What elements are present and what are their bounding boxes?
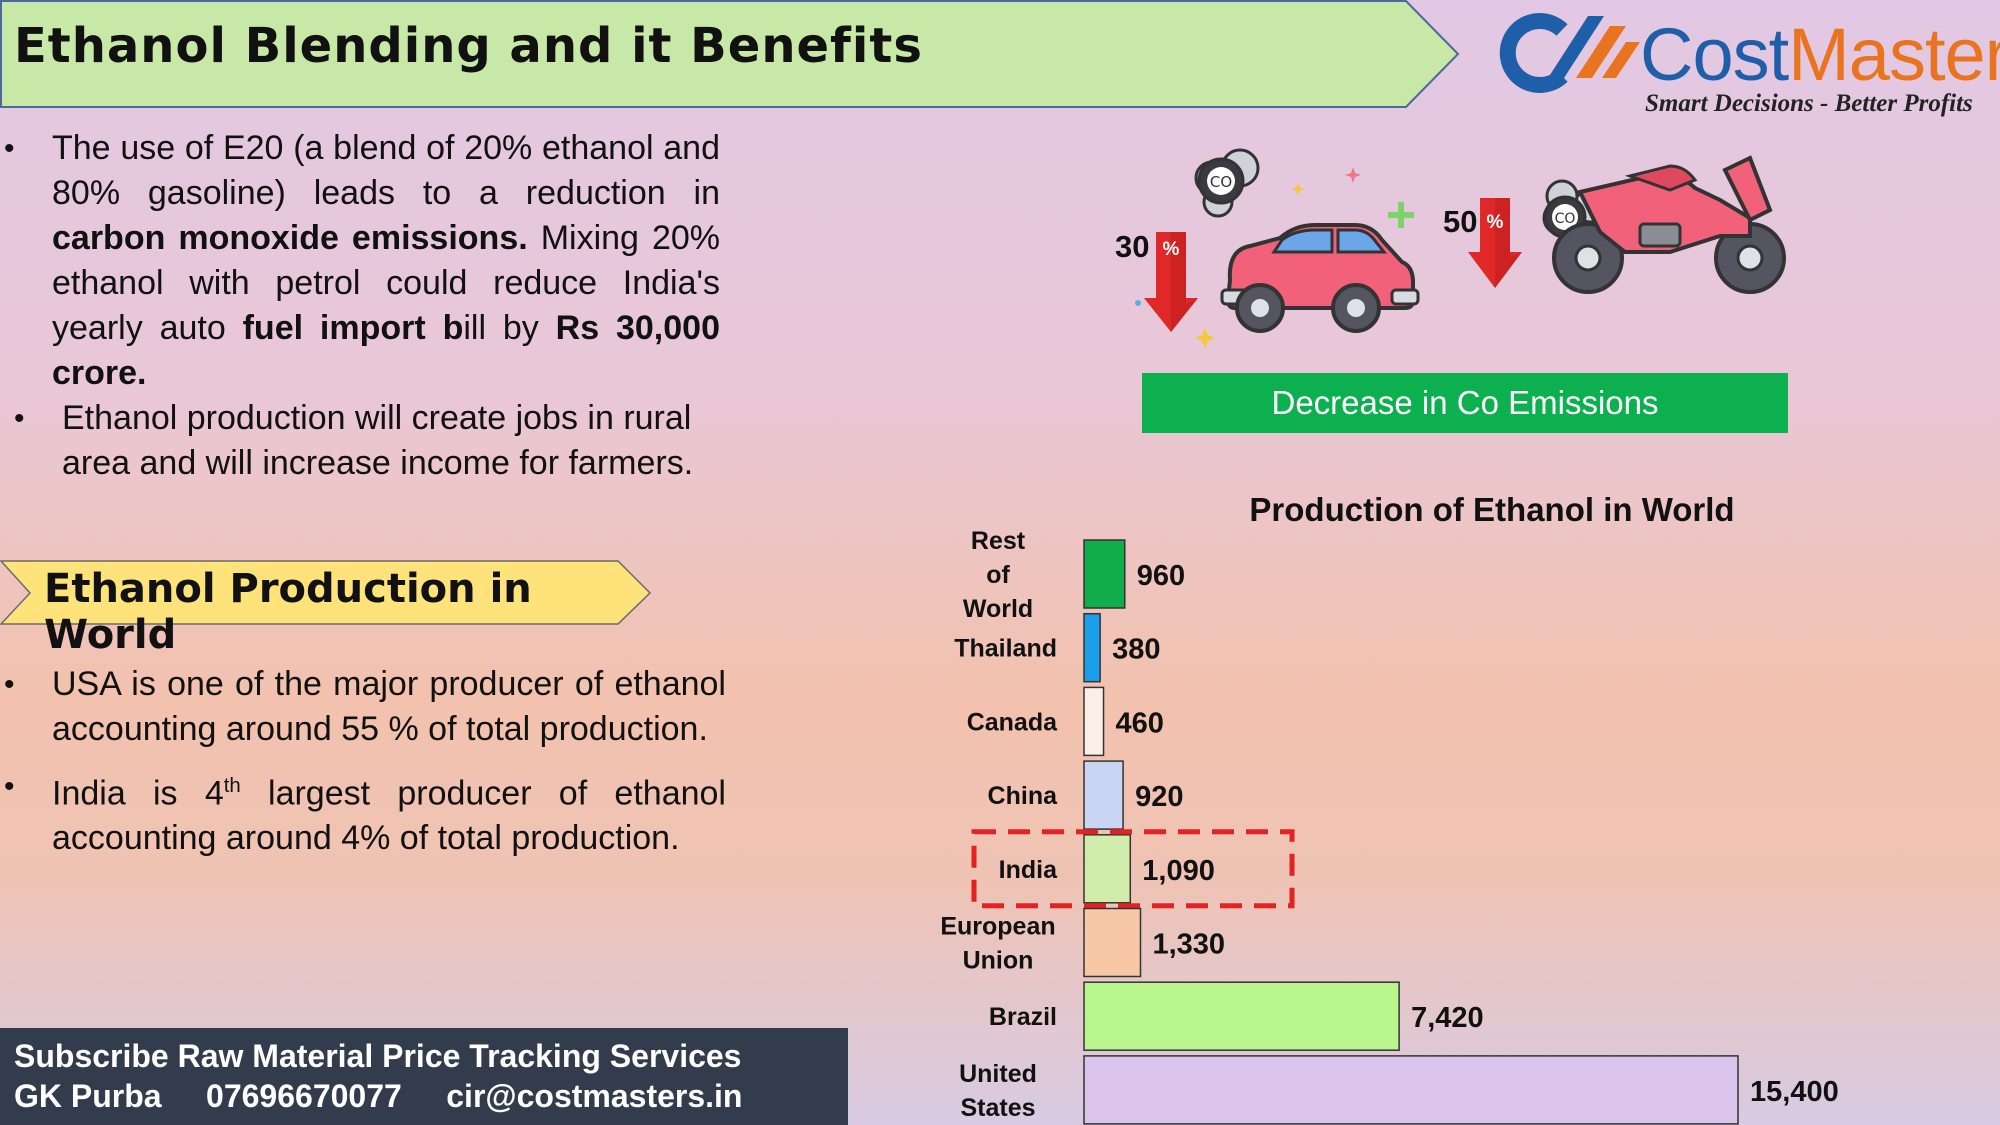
section-banner: Ethanol Production in World [0, 560, 660, 658]
production-bullet-2: • India is 4th largest producer of ethan… [0, 764, 726, 861]
benefit-bullet-2: • Ethanol production will create jobs in… [0, 396, 720, 486]
vehicles-illustration: CO % 30 % 50 CO [1115, 148, 1786, 348]
data-label-brazil: 7,420 [1411, 1002, 1484, 1034]
section-banner-shape [0, 560, 652, 625]
logo-name-part1: Cost [1640, 13, 1789, 96]
bar-european-union [1083, 907, 1142, 978]
motorbike-icon [1552, 155, 1786, 294]
benefits-list: • The use of E20 (a blend of 20% ethanol… [0, 126, 720, 486]
car-down-arrow-icon: % [1144, 232, 1198, 332]
costmasters-logo: CostMasters Smart Decisions - Better Pro… [1480, 8, 2000, 128]
bike-down-arrow-icon: % [1468, 198, 1522, 288]
car-icon [1220, 223, 1420, 333]
bike-reduction-value: 50 [1443, 204, 1477, 239]
title-banner-shape [0, 0, 1460, 108]
car-percent-symbol: % [1163, 239, 1180, 260]
category-label-european-union: European Union [940, 913, 1055, 975]
logo-name-part2: Masters [1788, 13, 2000, 96]
subscribe-footer: Subscribe Raw Material Price Tracking Se… [0, 1028, 848, 1125]
sparkle-icon [1135, 167, 1414, 348]
bullet-dot: • [4, 668, 15, 701]
logo-name: CostMasters [1640, 12, 2000, 97]
contact-email[interactable]: cir@costmasters.in [446, 1078, 743, 1114]
data-label-united-states: 15,400 [1750, 1076, 1839, 1108]
bullet-dot: • [14, 402, 25, 435]
production-text-1: USA is one of the major producer of etha… [52, 665, 726, 748]
production-list: • USA is one of the major producer of et… [0, 662, 726, 873]
contact-phone[interactable]: 07696670077 [206, 1078, 402, 1114]
decrease-emissions-banner: Decrease in Co Emissions [1142, 373, 1788, 433]
page-title: Ethanol Blending and it Benefits [14, 18, 923, 74]
data-label-india: 1,090 [1142, 855, 1215, 887]
ethanol-production-chart: Production of Ethanol in World 960 Rest of… [940, 491, 1839, 1125]
production-bullet-1: • USA is one of the major producer of et… [0, 662, 726, 752]
bullet-dot: • [4, 132, 15, 165]
bar-canada [1083, 686, 1105, 757]
data-label-china: 920 [1135, 781, 1183, 813]
data-label-european-union: 1,330 [1152, 929, 1225, 961]
production-text-2: India is 4th largest producer of ethanol… [52, 774, 726, 858]
section-heading: Ethanol Production in World [44, 566, 532, 658]
bar-india [1083, 834, 1132, 904]
category-label-united-states: United States [959, 1060, 1037, 1122]
bar-thailand [1083, 612, 1101, 683]
bar-rest-of-world [1083, 539, 1126, 609]
footer-subscribe-text: Subscribe Raw Material Price Tracking Se… [14, 1038, 742, 1074]
bike-co-label: CO [1555, 211, 1576, 227]
chart-title: Production of Ethanol in World [1249, 491, 1734, 528]
category-label-brazil: Brazil [989, 1003, 1057, 1031]
contact-name: GK Purba [14, 1078, 162, 1114]
logo-tagline: Smart Decisions - Better Profits [1645, 90, 1973, 117]
title-banner: Ethanol Blending and it Benefits [0, 0, 1460, 108]
logo-mark-icon [1499, 13, 1640, 93]
benefit-bullet-1: • The use of E20 (a blend of 20% ethanol… [0, 126, 720, 396]
data-label-rest-of-world: 960 [1137, 560, 1185, 592]
india-highlight-box [971, 829, 1295, 909]
bar-united-states [1083, 1055, 1739, 1125]
data-label-canada: 460 [1116, 707, 1164, 739]
category-label-china: China [988, 782, 1059, 810]
category-label-rest-of-world: Rest of World [963, 527, 1033, 623]
bar-brazil [1083, 981, 1400, 1051]
car-co-label: CO [1210, 173, 1232, 191]
category-label-thailand: Thailand [954, 635, 1057, 663]
category-label-canada: Canada [967, 708, 1058, 736]
footer-contact: GK Purba 07696670077 cir@costmasters.in [14, 1078, 742, 1115]
bike-percent-symbol: % [1487, 212, 1504, 233]
car-reduction-value: 30 [1115, 229, 1149, 264]
benefit-text-2: Ethanol production will create jobs in r… [62, 399, 694, 482]
benefit-text-1: The use of E20 (a blend of 20% ethanol a… [52, 129, 720, 392]
data-label-thailand: 380 [1112, 634, 1160, 666]
category-label-india: India [999, 856, 1058, 884]
bullet-dot: • [4, 770, 15, 803]
bar-china [1083, 760, 1124, 830]
co-cloud-icon: CO [1194, 148, 1260, 218]
